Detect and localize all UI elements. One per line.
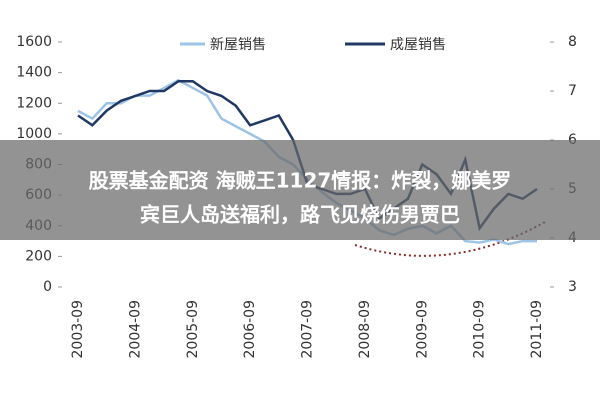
y2-tick-label: 8 — [568, 34, 577, 50]
x-tick-label: 2005-09 — [185, 300, 201, 359]
x-tick-label: 2007-09 — [300, 300, 316, 359]
x-tick-label: 2006-09 — [242, 300, 258, 359]
legend-label: 成屋销售 — [390, 37, 446, 53]
y-tick-label: 200 — [25, 248, 52, 264]
y-tick-label: 1600 — [16, 34, 52, 50]
y-tick-label: 0 — [43, 279, 52, 295]
x-tick-label: 2003-09 — [70, 300, 86, 359]
x-tick-label: 2011-09 — [529, 300, 545, 359]
banner-text: 股票基金配资 海贼王1127情报：炸裂，娜美罗 — [89, 169, 512, 193]
y-tick-label: 1400 — [16, 65, 52, 81]
x-tick-label: 2004-09 — [127, 300, 143, 359]
y-tick-label: 1000 — [16, 126, 52, 142]
x-tick-label: 2008-09 — [357, 300, 373, 359]
x-tick-label: 2010-09 — [472, 300, 488, 359]
x-tick-label: 2009-09 — [414, 300, 430, 359]
legend-label: 新屋销售 — [210, 37, 266, 53]
y2-tick-label: 3 — [568, 279, 577, 295]
banner-bg — [0, 140, 600, 240]
y-tick-label: 1200 — [16, 95, 52, 111]
banner-text: 宾巨人岛送福利，路飞见烧伤男贾巴 — [140, 203, 460, 227]
y2-tick-label: 7 — [568, 83, 577, 99]
